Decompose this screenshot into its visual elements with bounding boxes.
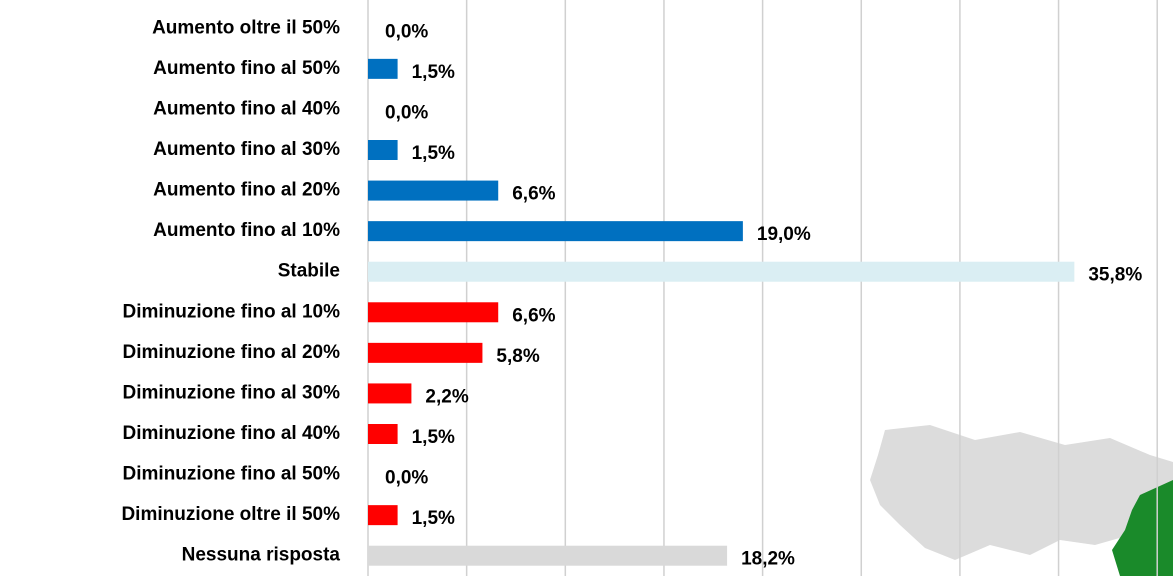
bar (368, 261, 1075, 282)
data-label: 6,6% (512, 184, 555, 205)
y-tick-label: Aumento oltre il 50% (152, 17, 340, 38)
y-tick-label: Aumento fino al 30% (153, 139, 340, 160)
bar (368, 383, 412, 404)
bar (368, 545, 728, 566)
data-label: 0,0% (385, 102, 428, 123)
bar (368, 424, 398, 444)
data-label: 1,5% (412, 143, 455, 164)
bar (368, 505, 398, 526)
data-label: 19,0% (757, 224, 811, 245)
y-tick-label: Aumento fino al 40% (153, 98, 340, 119)
bar (368, 140, 398, 160)
data-label: 0,0% (385, 21, 428, 42)
data-label: 35,8% (1088, 265, 1142, 286)
y-tick-label: Diminuzione fino al 50% (123, 464, 341, 485)
map-decoration (870, 425, 1173, 576)
data-label: 1,5% (412, 62, 455, 83)
y-tick-label: Diminuzione fino al 30% (123, 382, 341, 403)
data-label: 1,5% (412, 427, 455, 448)
y-tick-label: Nessuna risposta (182, 545, 341, 566)
map-region (870, 425, 1173, 560)
data-label: 18,2% (741, 549, 795, 570)
data-label: 0,0% (385, 468, 428, 489)
bar (368, 58, 398, 79)
y-tick-label: Diminuzione fino al 40% (123, 423, 341, 444)
y-tick-label: Aumento fino al 50% (153, 58, 340, 79)
y-tick-label: Stabile (278, 261, 340, 282)
y-tick-label: Aumento fino al 10% (153, 220, 340, 241)
data-label: 5,8% (496, 346, 539, 367)
data-label: 6,6% (512, 305, 555, 326)
y-tick-label: Diminuzione oltre il 50% (121, 504, 340, 525)
bar (368, 342, 483, 363)
bar (368, 180, 499, 201)
data-label: 2,2% (425, 386, 468, 407)
y-tick-label: Aumento fino al 20% (153, 180, 340, 201)
y-tick-label: Diminuzione fino al 10% (123, 301, 341, 322)
data-label: 1,5% (412, 508, 455, 529)
bar (368, 221, 743, 242)
y-tick-label: Diminuzione fino al 20% (123, 342, 341, 363)
bar (368, 302, 499, 323)
